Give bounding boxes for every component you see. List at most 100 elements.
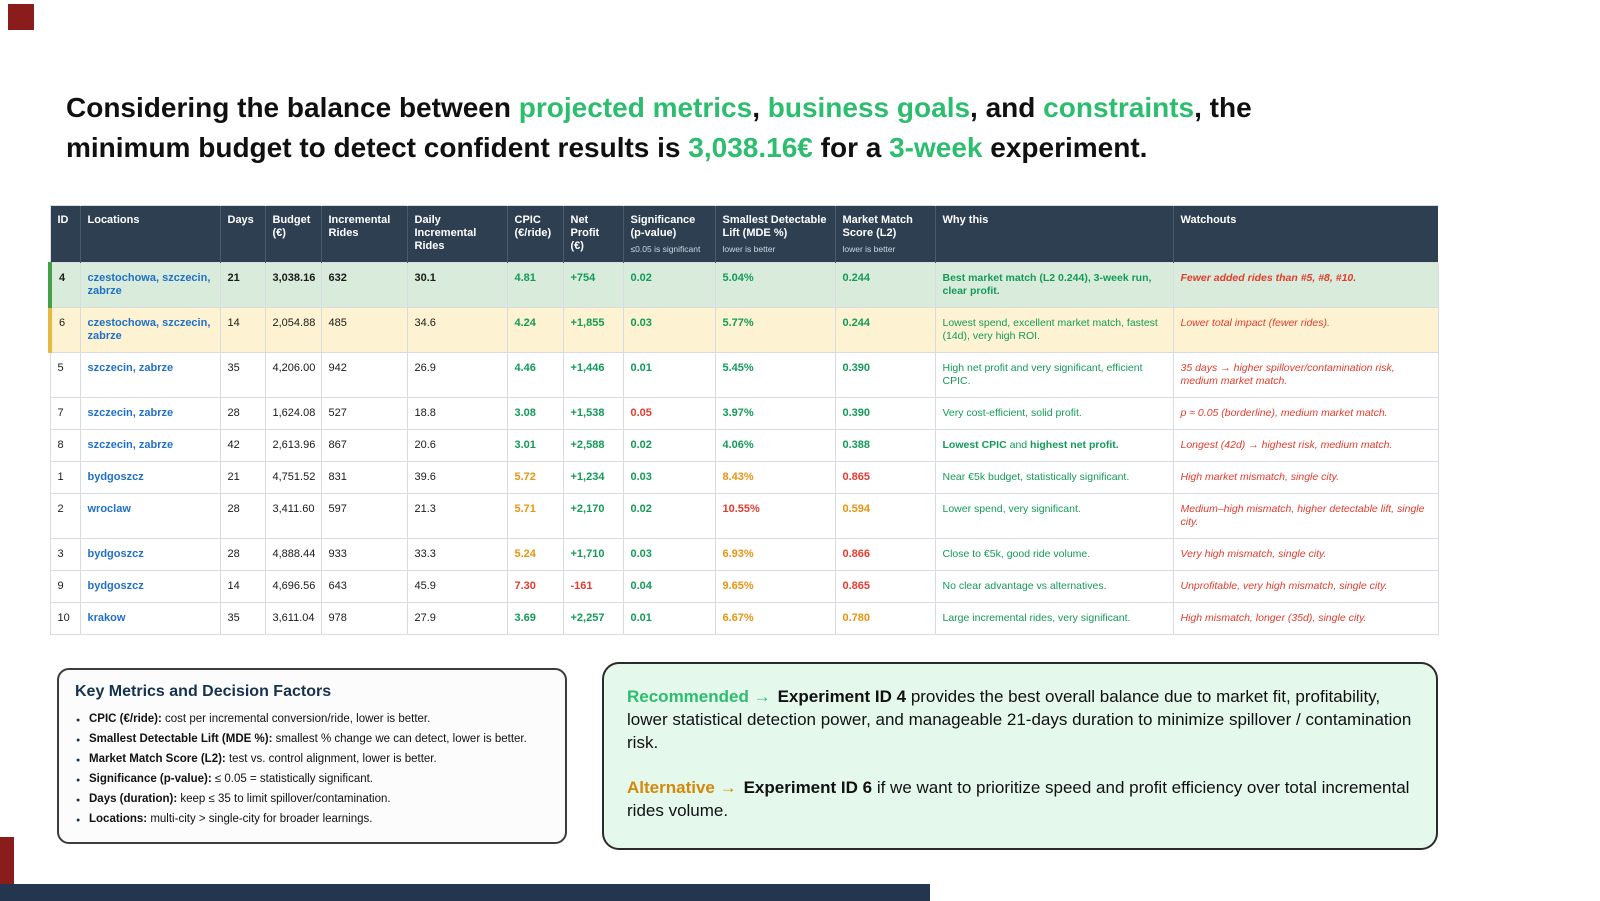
col-header-why-this: Why this [935,205,1174,263]
cell-locations: bydgoszcz [79,570,221,603]
cell-mde: 5.04% [714,262,836,308]
cell-why: Near €5k budget, statistically significa… [934,461,1174,494]
cell-why: Close to €5k, good ride volume. [934,538,1174,571]
cell-incremental-rides: 643 [320,570,408,603]
cell-days: 42 [219,429,266,462]
cell-mde: 5.45% [714,352,836,398]
cell-significance: 0.03 [622,461,716,494]
cell-id: 3 [49,538,81,571]
col-header-id: ID [50,205,81,263]
cell-mde: 9.65% [714,570,836,603]
cell-cpic: 7.30 [506,570,564,603]
alternative-subject: Experiment ID 6 [743,778,873,797]
cell-days: 21 [219,461,266,494]
cell-why: Best market match (L2 0.244), 3-week run… [934,262,1174,308]
cell-why: Lowest spend, excellent market match, fa… [934,307,1174,353]
col-header-significance: Significance (p-value) ≤0.05 is significa… [623,205,716,263]
cell-market-match: 0.244 [834,262,936,308]
table-row: 5 szczecin, zabrze 35 4,206.00 942 26.9 … [49,352,1439,398]
cell-locations: szczecin, zabrze [79,352,221,398]
cell-net-profit: +1,234 [562,461,624,494]
cell-locations: szczecin, zabrze [79,429,221,462]
cell-incremental-rides: 632 [320,262,408,308]
cell-cpic: 3.08 [506,397,564,430]
title-highlight-constraints: constraints [1043,92,1195,123]
cell-incremental-rides: 867 [320,429,408,462]
cell-locations: czestochowa, szczecin, zabrze [79,307,221,353]
experiments-table: ID Locations Days Budget (€) Incremental… [48,205,1439,635]
title-highlight-budget: 3,038.16€ [688,132,813,163]
cell-mde: 10.55% [714,493,836,539]
cell-mde: 3.97% [714,397,836,430]
cell-id: 1 [49,461,81,494]
key-metric-item: Days (duration): keep ≤ 35 to limit spil… [75,792,549,808]
key-metrics-list: CPIC (€/ride): cost per incremental conv… [75,712,549,828]
recommended-paragraph: Recommended → Experiment ID 4 provides th… [627,685,1413,754]
recommended-subject: Experiment ID 4 [777,687,907,706]
decoration-bottom-left-red [0,837,14,884]
cell-days: 35 [219,352,266,398]
alternative-label: Alternative → [627,778,737,797]
cell-significance: 0.05 [622,397,716,430]
cell-watchouts: Fewer added rides than #5, #8, #10. [1172,262,1439,308]
table-row: 4 czestochowa, szczecin, zabrze 21 3,038… [48,262,1439,308]
cell-why: Lowest CPIC and highest net profit. [934,429,1174,462]
cell-market-match: 0.865 [834,570,936,603]
key-metrics-title: Key Metrics and Decision Factors [75,683,332,700]
cell-watchouts: Unprofitable, very high mismatch, single… [1172,570,1439,603]
cell-cpic: 4.24 [506,307,564,353]
cell-daily-incremental-rides: 34.6 [406,307,508,353]
cell-days: 28 [219,397,266,430]
col-header-incremental-rides: Incremental Rides [321,205,408,263]
cell-cpic: 4.46 [506,352,564,398]
cell-why: Lower spend, very significant. [934,493,1174,539]
cell-budget: 4,888.44 [264,538,322,571]
cell-incremental-rides: 978 [320,602,408,635]
cell-locations: krakow [79,602,221,635]
cell-budget: 3,411.60 [264,493,322,539]
cell-days: 35 [219,602,266,635]
title-highlight-business-goals: business goals [767,92,971,123]
cell-watchouts: p ≈ 0.05 (borderline), medium market mat… [1172,397,1439,430]
cell-mde: 8.43% [714,461,836,494]
col-header-cpic: CPIC (€/ride) [507,205,564,263]
cell-daily-incremental-rides: 39.6 [406,461,508,494]
title-highlight-projected-metrics: projected metrics [518,92,753,123]
cell-watchouts: Very high mismatch, single city. [1172,538,1439,571]
cell-watchouts: High market mismatch, single city. [1172,461,1439,494]
cell-market-match: 0.866 [834,538,936,571]
decoration-bottom-navy-bar [0,884,930,901]
cell-watchouts: High mismatch, longer (35d), single city… [1172,602,1439,635]
cell-watchouts: Medium–high mismatch, higher detectable … [1172,493,1439,539]
table-header: ID Locations Days Budget (€) Incremental… [50,205,1439,263]
cell-significance: 0.04 [622,570,716,603]
col-header-watchouts: Watchouts [1173,205,1439,263]
key-metric-item: Smallest Detectable Lift (MDE %): smalle… [75,732,549,748]
cell-mde: 6.93% [714,538,836,571]
cell-locations: wroclaw [79,493,221,539]
cell-net-profit: +2,170 [562,493,624,539]
key-metrics-panel: Key Metrics and Decision Factors CPIC (€… [57,668,567,844]
cell-market-match: 0.388 [834,429,936,462]
cell-why: High net profit and very significant, ef… [934,352,1174,398]
cell-significance: 0.02 [622,493,716,539]
cell-incremental-rides: 831 [320,461,408,494]
key-metric-item: Market Match Score (L2): test vs. contro… [75,752,549,768]
cell-budget: 2,613.96 [264,429,322,462]
cell-incremental-rides: 933 [320,538,408,571]
cell-daily-incremental-rides: 30.1 [406,262,508,308]
cell-significance: 0.03 [622,538,716,571]
key-metric-item: Significance (p-value): ≤ 0.05 = statist… [75,772,549,788]
cell-days: 28 [219,493,266,539]
cell-net-profit: -161 [562,570,624,603]
cell-mde: 5.77% [714,307,836,353]
cell-daily-incremental-rides: 18.8 [406,397,508,430]
col-header-daily-incremental-rides: Daily Incremental Rides [407,205,508,263]
cell-daily-incremental-rides: 45.9 [406,570,508,603]
alternative-text: if we want to prioritize speed and profi… [627,778,1410,820]
cell-daily-incremental-rides: 33.3 [406,538,508,571]
key-metric-item: CPIC (€/ride): cost per incremental conv… [75,712,549,728]
cell-id: 8 [49,429,81,462]
cell-market-match: 0.390 [834,352,936,398]
